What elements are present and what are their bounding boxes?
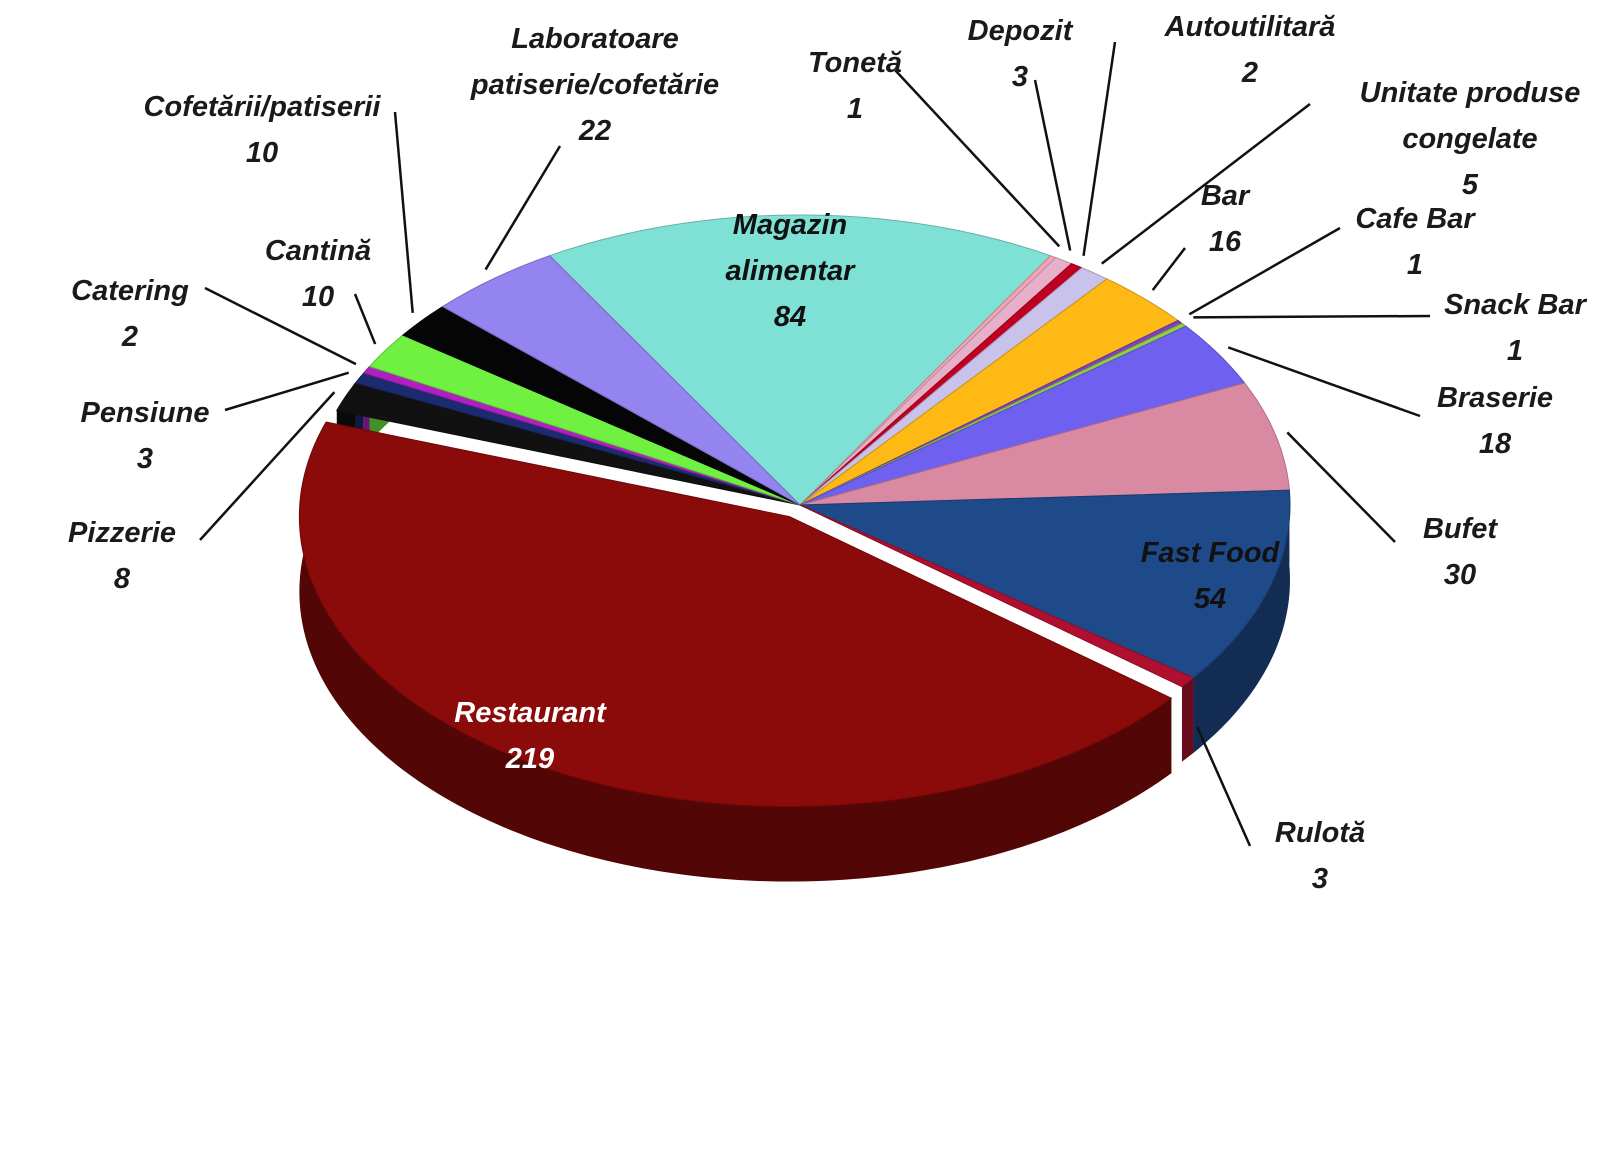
slice-side (1193, 490, 1290, 753)
slice-name: Pizzerie (68, 517, 176, 549)
slice-value: 219 (505, 743, 555, 775)
slice-name: Bufet (1422, 513, 1498, 545)
slice (799, 278, 1180, 506)
slice-value: 1 (1506, 335, 1524, 367)
slice-name: Cantină (264, 235, 372, 267)
slice-label: Bufet 30 (1390, 506, 1530, 598)
leader-line (1196, 726, 1252, 847)
leader-line (1188, 226, 1341, 316)
leader-line (224, 371, 350, 412)
slice-label: Laboratoare patiserie/cofetărie 22 (435, 16, 755, 154)
leader-line (1033, 79, 1072, 251)
leader-line (1286, 431, 1396, 543)
slice-name: Tonetă (808, 47, 902, 79)
slice-label: Rulotă 3 (1250, 810, 1390, 902)
slice-value: 18 (1478, 428, 1512, 460)
slice (298, 421, 1173, 808)
slice (401, 306, 801, 506)
leader-line (1193, 314, 1431, 319)
slice-name: Fast Food (1140, 537, 1280, 569)
slice-name: Depozit (967, 15, 1073, 47)
slice (799, 325, 1246, 506)
slice-label: Catering 2 (40, 268, 220, 360)
slice-name: Snack Bar (1444, 289, 1586, 321)
slice-value: 54 (1193, 583, 1227, 615)
leader-line (1151, 247, 1186, 291)
leader-line (199, 391, 336, 541)
slice-value: 3 (136, 443, 154, 475)
slice-label: Bar 16 (1175, 173, 1275, 265)
slice-name: Catering (71, 275, 189, 307)
slice (548, 214, 1052, 506)
slice-value: 8 (113, 563, 131, 595)
slice (799, 382, 1290, 506)
slice-value: 84 (773, 301, 807, 333)
slice-value: 10 (301, 281, 335, 313)
slice-name: Bar (1200, 180, 1250, 212)
slice-label: Braserie 18 (1405, 375, 1585, 467)
leader-line (894, 69, 1061, 248)
slice-label: Magazin alimentar 84 (690, 202, 890, 340)
leader-line (1082, 41, 1117, 256)
slice-name: Autoutilitară (1164, 11, 1336, 43)
slice-value: 3 (1311, 863, 1329, 895)
slice (441, 255, 801, 506)
slice-value: 2 (1241, 57, 1259, 89)
slice-label: Depozit 3 (950, 8, 1090, 100)
slice (799, 504, 1195, 688)
slice-label: Snack Bar 1 (1425, 282, 1600, 374)
leader-line (1101, 103, 1311, 265)
slice-label: Cantină 10 (243, 228, 393, 320)
slice-name: Braserie (1436, 382, 1554, 414)
slice-name: Cafe Bar (1355, 203, 1475, 235)
slice-name: Cofetării/patiserii (143, 91, 381, 123)
slice-value: 10 (245, 137, 279, 169)
slice-label: Cofetării/patiserii 10 (122, 84, 402, 176)
slice-label: Restaurant 219 (400, 690, 660, 782)
slice (799, 489, 1291, 679)
slice-name: Pensiune (80, 397, 210, 429)
slice (368, 334, 801, 506)
slice-value: 22 (578, 115, 612, 147)
slice-label: Tonetă 1 (795, 40, 915, 132)
slice-value: 30 (1443, 559, 1477, 591)
slice-name: Rulotă (1274, 817, 1366, 849)
slice-label: Pizzerie 8 (42, 510, 202, 602)
slice-label: Pensiune 3 (55, 390, 235, 482)
slice-value: 1 (846, 93, 864, 125)
slice-name: Laboratoare patiserie/cofetărie (470, 23, 720, 101)
slice-value: 3 (1011, 61, 1029, 93)
slice-name: Magazin alimentar (725, 209, 855, 287)
slice-value: 1 (1406, 249, 1424, 281)
slice-side (299, 422, 1172, 882)
slice-value: 16 (1208, 226, 1242, 258)
slice-label: Unitate produse congelate 5 (1335, 70, 1600, 208)
slice-name: Restaurant (454, 697, 606, 729)
slice-label: Fast Food 54 (1100, 530, 1320, 622)
leader-line (1227, 346, 1421, 418)
leader-line (204, 286, 357, 366)
leader-line (393, 111, 414, 313)
slice-value: 5 (1461, 169, 1479, 201)
leader-line (484, 145, 562, 271)
slice-name: Unitate produse congelate (1359, 77, 1581, 155)
slice-value: 2 (121, 321, 139, 353)
slice-label: Cafe Bar 1 (1325, 196, 1505, 288)
slice-side (1181, 677, 1194, 762)
slice (335, 382, 801, 506)
slice-label: Autoutilitară 2 (1120, 4, 1380, 96)
leader-line (353, 293, 377, 345)
